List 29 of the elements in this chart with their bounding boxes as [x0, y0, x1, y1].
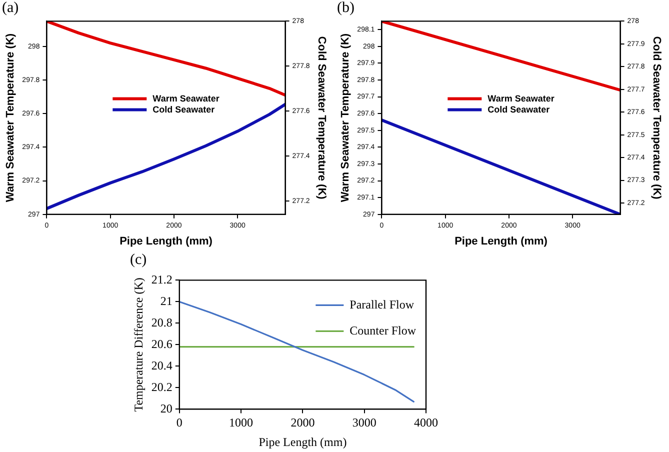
chart-title: (a) — [2, 0, 19, 17]
legend-label: Warm Seawater — [488, 93, 555, 104]
chart-title: (c) — [130, 252, 147, 269]
y2-axis-title: Cold Seawater Temperature (K) — [650, 36, 662, 200]
legend-label: Parallel Flow — [350, 297, 414, 312]
y-tick-label: 21.2 — [151, 272, 172, 286]
x-tick-label: 3000 — [352, 416, 376, 430]
y2-axis-title: Cold Seawater Temperature (K) — [315, 36, 328, 200]
y-tick-label: 20.4 — [151, 358, 172, 372]
x-tick-label: 4000 — [414, 416, 438, 430]
x-tick-label: 2000 — [290, 416, 315, 430]
x-axis-title: Pipe Length (mm) — [454, 235, 548, 248]
y-axis-title: Warm Seawater Temperature (K) — [340, 33, 352, 202]
y-axis-title: Temperature Difference (K) — [131, 278, 146, 412]
y-tick-label: 20.8 — [151, 315, 172, 330]
y-tick-label: 20.2 — [151, 380, 172, 394]
x-axis-title: Pipe Length (mm) — [120, 235, 213, 248]
y-tick-label: 20.6 — [151, 336, 172, 351]
x-axis-title: Pipe Length (mm) — [258, 434, 347, 449]
legend-label: Counter Flow — [350, 323, 416, 338]
y-axis-title: Warm Seawater Temperature (K) — [4, 33, 17, 202]
chart-title: (b) — [337, 0, 354, 17]
x-tick-label: 0 — [176, 416, 182, 430]
legend-label: Cold Seawater — [488, 104, 550, 114]
legend-label: Cold Seawater — [152, 104, 216, 114]
y-tick-label: 21 — [160, 294, 172, 308]
x-tick-label: 1000 — [229, 416, 254, 430]
legend-label: Warm Seawater — [152, 93, 220, 104]
y-tick-label: 20 — [160, 401, 172, 416]
